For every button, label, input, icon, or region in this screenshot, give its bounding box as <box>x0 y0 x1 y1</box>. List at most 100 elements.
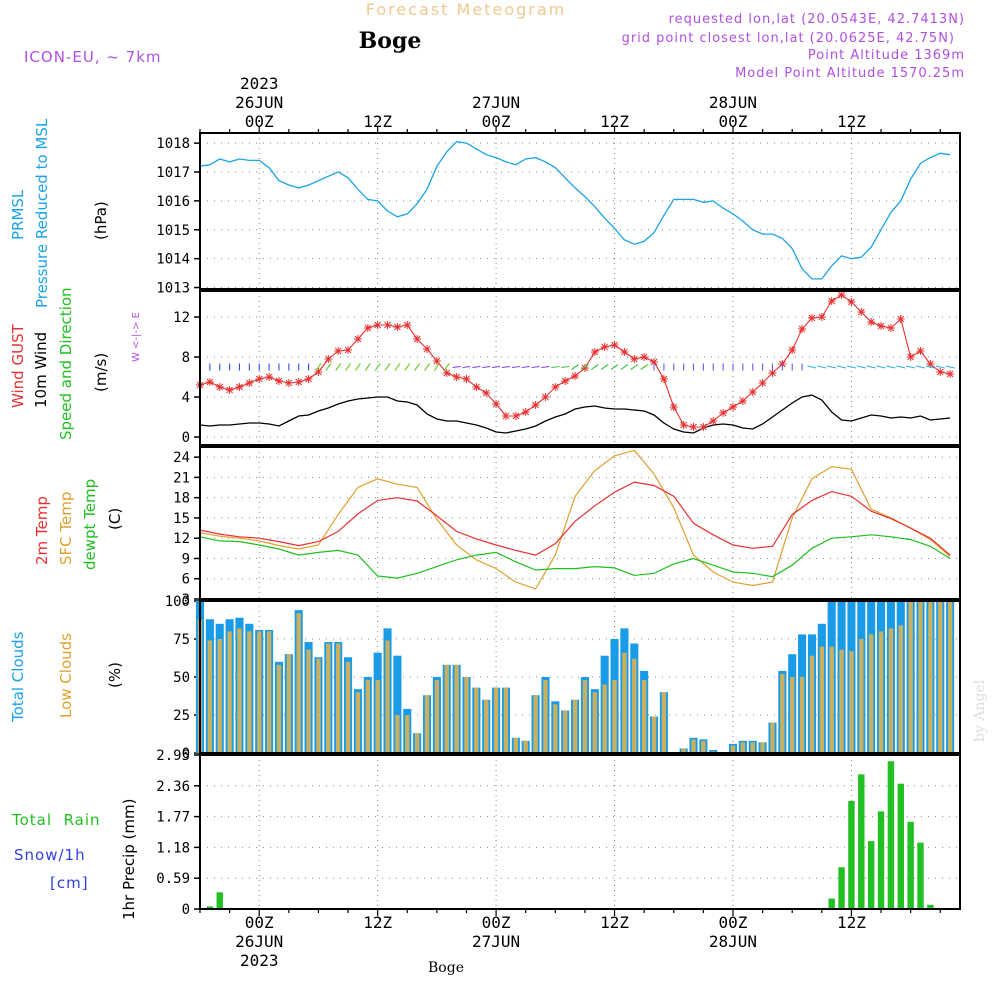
low-cloud-bar <box>572 699 578 753</box>
top-time-label: 00Z <box>719 112 748 131</box>
y-tick-label: 1018 <box>156 136 190 152</box>
gust-marker <box>669 403 678 411</box>
top-time-label: 00Z <box>245 112 274 131</box>
wind-arrow <box>482 365 491 369</box>
low-cloud-bar <box>543 680 548 753</box>
y-tick-label: 21 <box>173 470 190 486</box>
low-cloud-bar <box>681 748 686 753</box>
y-tick-label: 2.95 <box>156 748 190 764</box>
low-cloud-bar <box>938 601 943 753</box>
wind-arrow <box>581 364 589 370</box>
bottom-time-label: 12Z <box>363 913 392 932</box>
y-tick-label: 15 <box>173 511 190 527</box>
top-time-label: 12Z <box>837 112 866 131</box>
gust-marker <box>245 379 254 387</box>
y-tick-label: 3 <box>182 592 190 608</box>
gust-marker <box>442 369 451 377</box>
low-cloud-bar <box>809 655 815 753</box>
rain-bar <box>838 867 845 909</box>
rain-bar <box>216 892 223 909</box>
model-altitude: Model Point Altitude 1570.25m <box>735 66 965 81</box>
low-cloud-bar <box>306 649 311 753</box>
wind-arrow <box>315 363 322 371</box>
precip-panel-labels: Total Rain Snow/1h [cm] 1hr Precip (mm) <box>11 799 138 920</box>
station-name: Boge <box>359 28 422 54</box>
temp2m-line <box>199 481 951 556</box>
low-cloud-bar <box>523 740 528 753</box>
bottom-time-label: 26JUN <box>235 932 283 951</box>
low-cloud-bar <box>276 664 282 753</box>
wind-arrow <box>876 365 886 369</box>
wind-arrow <box>345 363 351 371</box>
low-cloud-bar <box>918 601 923 753</box>
gust-marker <box>324 355 333 363</box>
gust-marker <box>650 358 659 366</box>
gust-marker <box>541 393 550 401</box>
top-time-label: 27JUN <box>472 93 520 112</box>
low-cloud-bar <box>405 715 410 753</box>
gust-marker <box>748 388 757 396</box>
low-cloud-bar <box>385 640 390 753</box>
wind-arrow <box>414 363 421 371</box>
low-cloud-bar <box>780 673 785 753</box>
low-cloud-bar <box>632 658 637 753</box>
gust-marker <box>817 313 826 321</box>
snow-label: Snow/1h <box>14 846 86 864</box>
top-time-label: 00Z <box>482 112 511 131</box>
low-cloud-bar <box>217 639 222 753</box>
gust-marker <box>768 369 777 377</box>
wind-arrow <box>827 365 837 369</box>
gust-marker <box>600 343 609 351</box>
rain-bar <box>206 906 214 909</box>
low-cloud-bar <box>582 680 588 753</box>
gust-marker <box>590 348 599 356</box>
low-cloud-bar <box>375 680 380 753</box>
low-cloud-bar <box>750 742 755 753</box>
bottom-time-label: 12Z <box>600 913 629 932</box>
gust-marker <box>719 409 728 417</box>
wind-arrow <box>915 365 926 369</box>
gust-marker <box>403 321 412 329</box>
bottom-time-label: 2023 <box>240 951 279 970</box>
low-cloud-bar <box>345 661 351 753</box>
low-cloud-bar <box>424 695 430 753</box>
y-tick-label: 0 <box>182 746 190 762</box>
model-label: ICON-EU, ~ 7km <box>24 48 162 66</box>
gust-marker <box>837 291 846 299</box>
gust-marker <box>847 298 856 306</box>
panel-border <box>199 132 961 290</box>
low-cloud-label: Low Clouds <box>57 633 75 718</box>
gust-marker <box>314 368 323 376</box>
top-time-label: 28JUN <box>709 93 757 112</box>
wind-arrow <box>935 365 945 369</box>
wind-arrow <box>384 363 391 371</box>
low-cloud-bar <box>760 742 765 753</box>
wind-arrow <box>896 365 906 369</box>
low-cloud-bar <box>868 634 874 753</box>
low-cloud-bar <box>799 677 805 753</box>
low-cloud-bar <box>503 687 509 753</box>
wind-arrow <box>925 365 936 369</box>
gust-marker <box>452 373 461 381</box>
gust-marker <box>215 383 224 391</box>
low-cloud-bar <box>602 684 607 753</box>
y-tick-label: 0 <box>182 902 190 918</box>
gust-marker <box>363 324 372 332</box>
footer-station: Boge <box>428 960 464 976</box>
precip-unit: 1hr Precip (mm) <box>120 799 138 920</box>
panel-1: 0 4 8 12 <box>173 291 960 446</box>
panel-border <box>199 754 961 910</box>
low-cloud-bar <box>622 652 627 753</box>
wind-arrow <box>600 364 609 370</box>
gust-label: Wind GUST <box>9 323 27 408</box>
temp-panel-labels: 2m Temp SFC Temp dewpt Temp (C) <box>33 479 124 570</box>
wind-arrow <box>511 365 520 369</box>
total-cloud-label: Total Clouds <box>9 631 27 723</box>
gust-marker <box>728 403 737 411</box>
bottom-time-label: 28JUN <box>709 932 757 951</box>
gust-marker <box>946 370 955 378</box>
wind-label: 10m Wind <box>32 332 50 408</box>
wind-arrow <box>817 365 827 369</box>
top-time-label: 26JUN <box>235 93 283 112</box>
gust-marker <box>353 335 362 343</box>
